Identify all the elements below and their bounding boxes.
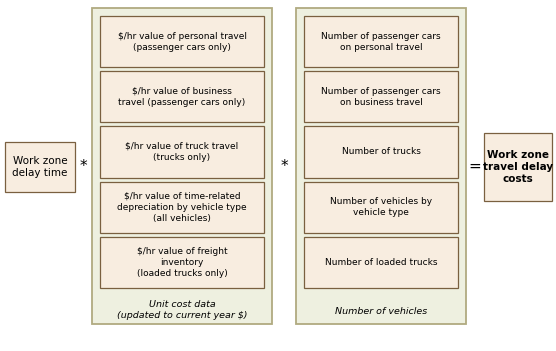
FancyBboxPatch shape [304,71,458,122]
FancyBboxPatch shape [100,181,264,233]
Text: Number of passenger cars
on business travel: Number of passenger cars on business tra… [321,87,441,107]
Text: Work zone
delay time: Work zone delay time [12,156,68,178]
FancyBboxPatch shape [100,16,264,67]
FancyBboxPatch shape [304,16,458,67]
Text: Number of passenger cars
on personal travel: Number of passenger cars on personal tra… [321,32,441,52]
Text: $/hr value of freight
inventory
(loaded trucks only): $/hr value of freight inventory (loaded … [137,247,227,278]
FancyBboxPatch shape [100,126,264,178]
FancyBboxPatch shape [100,237,264,288]
FancyBboxPatch shape [304,126,458,178]
Text: $/hr value of truck travel
(trucks only): $/hr value of truck travel (trucks only) [125,142,239,162]
Text: *: * [280,159,288,173]
FancyBboxPatch shape [304,181,458,233]
Text: Number of trucks: Number of trucks [341,147,420,157]
Text: $/hr value of time-related
depreciation by vehicle type
(all vehicles): $/hr value of time-related depreciation … [117,192,247,223]
Text: Work zone
travel delay
costs: Work zone travel delay costs [483,150,553,184]
Text: Number of vehicles by
vehicle type: Number of vehicles by vehicle type [330,197,432,217]
Text: *: * [80,159,87,173]
Text: =: = [469,159,481,173]
Text: Number of vehicles: Number of vehicles [335,307,427,317]
FancyBboxPatch shape [92,8,272,324]
Text: $/hr value of personal travel
(passenger cars only): $/hr value of personal travel (passenger… [117,32,246,52]
Text: Number of loaded trucks: Number of loaded trucks [325,258,437,267]
FancyBboxPatch shape [484,133,552,201]
FancyBboxPatch shape [296,8,466,324]
Text: $/hr value of business
travel (passenger cars only): $/hr value of business travel (passenger… [118,87,246,107]
FancyBboxPatch shape [5,142,75,192]
Text: Unit cost data
(updated to current year $): Unit cost data (updated to current year … [117,300,247,320]
FancyBboxPatch shape [304,237,458,288]
FancyBboxPatch shape [100,71,264,122]
